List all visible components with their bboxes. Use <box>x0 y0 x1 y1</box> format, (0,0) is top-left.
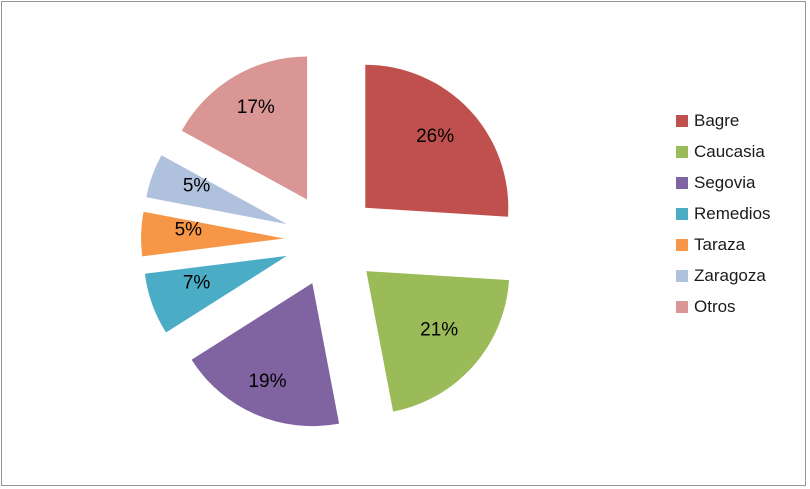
svg-text:19%: 19% <box>248 371 286 392</box>
svg-text:17%: 17% <box>237 97 275 118</box>
svg-text:5%: 5% <box>183 176 211 197</box>
svg-text:5%: 5% <box>175 220 203 241</box>
svg-text:7%: 7% <box>183 272 211 293</box>
svg-text:21%: 21% <box>420 319 458 340</box>
svg-text:26%: 26% <box>416 126 454 147</box>
